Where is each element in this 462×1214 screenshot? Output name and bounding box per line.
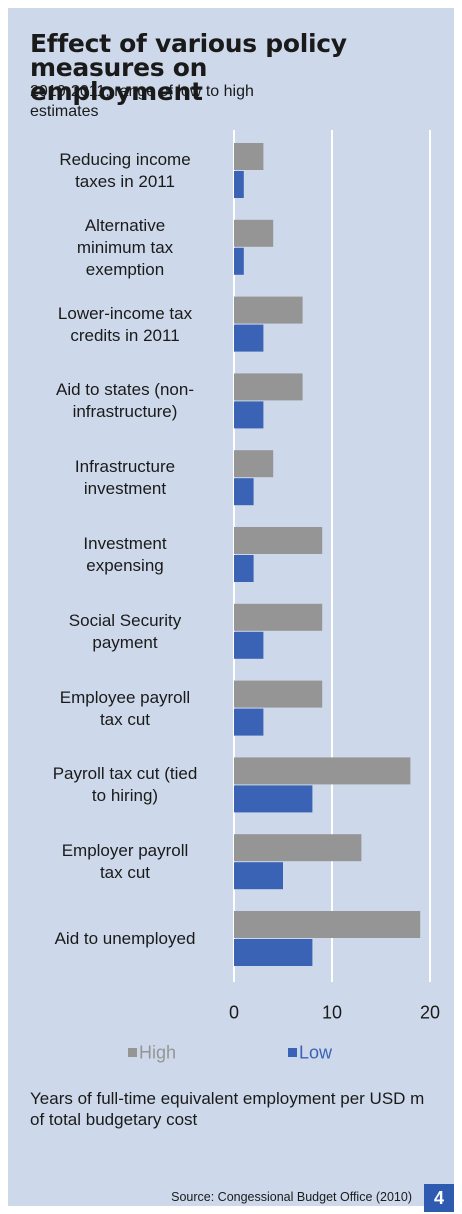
legend-label: High	[139, 1042, 177, 1063]
bar	[234, 939, 313, 966]
x-tick-label: 10	[321, 1002, 343, 1023]
bar	[234, 555, 254, 582]
bar	[234, 527, 323, 554]
bar	[234, 757, 411, 785]
bar	[234, 324, 264, 352]
x-tick-label: 20	[419, 1002, 441, 1023]
legend-label: Low	[299, 1042, 333, 1063]
bar	[234, 401, 264, 429]
bar	[234, 785, 313, 813]
y-tick-label: Employee payroll tax cut	[59, 687, 191, 729]
bar	[234, 834, 362, 862]
y-tick-label: Payroll tax cut (tied to hiring)	[52, 764, 198, 806]
bar	[234, 631, 264, 659]
y-tick-label: Lower-income tax credits in 2011	[57, 303, 193, 345]
y-tick-label: Infrastructure investment	[74, 457, 176, 499]
y-tick-label: Social Security payment	[68, 610, 182, 652]
y-tick-label: Alternative minimum tax exemption	[76, 215, 174, 279]
bar	[234, 247, 244, 275]
panel	[8, 8, 454, 1206]
chart-subtitle: 2010-2011, range of low to high estimate…	[30, 83, 254, 120]
legend-marker	[288, 1048, 297, 1057]
bar	[234, 219, 274, 247]
bar	[234, 862, 283, 890]
legend-marker	[128, 1048, 137, 1057]
chart-title: Effect of various policy measures on emp…	[30, 29, 347, 106]
bar	[234, 708, 264, 736]
source: Source: Congessional Budget Office (2010…	[171, 1190, 412, 1204]
bar	[234, 450, 274, 478]
y-tick-label: Aid to unemployed	[54, 929, 196, 948]
bar	[234, 171, 244, 198]
page-number: 4	[424, 1184, 454, 1212]
bar	[234, 296, 303, 324]
bar	[234, 680, 323, 708]
y-tick-label: Investment expensing	[83, 534, 167, 575]
y-tick-label: Aid to states (non- infrastructure)	[56, 380, 194, 422]
y-tick-label: Reducing income taxes in 2011	[59, 150, 191, 191]
bar	[234, 143, 264, 170]
bar	[234, 478, 254, 506]
bar	[234, 603, 323, 631]
bar	[234, 911, 421, 938]
y-tick-label: Employer payroll tax cut	[61, 841, 189, 883]
x-tick-label: 0	[228, 1002, 240, 1023]
x-axis-label: Years of full-time equivalent employment…	[30, 1089, 425, 1129]
bar	[234, 373, 303, 401]
